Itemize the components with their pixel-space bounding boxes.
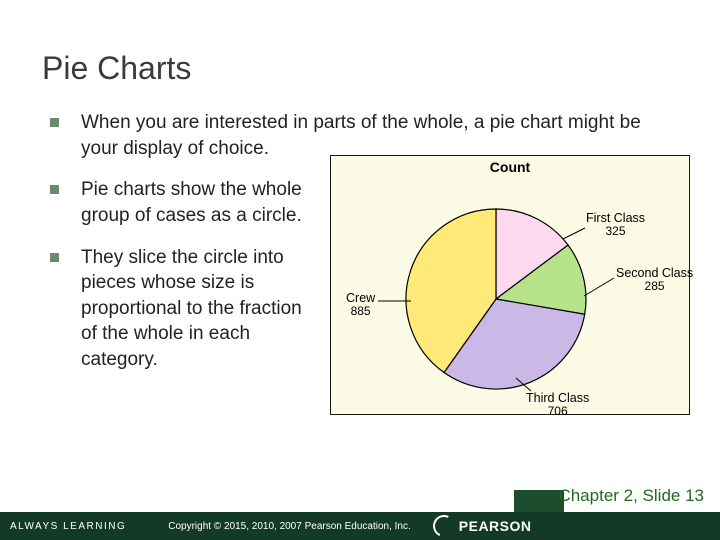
leader-line	[584, 278, 614, 296]
slice-label: Crew885	[346, 291, 375, 319]
slice-label: Third Class706	[526, 391, 589, 419]
bullet-text: When you are interested in parts of the …	[81, 110, 670, 161]
slide: Pie Charts When you are interested in pa…	[0, 0, 720, 540]
pearson-brand: PEARSON	[433, 515, 532, 537]
copyright-label: Copyright © 2015, 2010, 2007 Pearson Edu…	[168, 521, 411, 532]
pearson-name: PEARSON	[459, 518, 532, 534]
decorative-greenbox	[514, 490, 564, 512]
list-item: When you are interested in parts of the …	[50, 110, 670, 161]
pie-chart-inner: Count First Class325Second Class285Third…	[331, 156, 689, 414]
always-learning-label: ALWAYS LEARNING	[10, 521, 126, 532]
leader-line	[563, 228, 585, 239]
bullet-icon	[50, 253, 59, 262]
chapter-slide-label: Chapter 2, Slide 13	[558, 486, 704, 506]
bullet-text: They slice the circle into pieces whose …	[81, 245, 316, 373]
bullet-text: Pie charts show the whole group of cases…	[81, 177, 331, 228]
bullet-icon	[50, 185, 59, 194]
slice-label: Second Class285	[616, 266, 693, 294]
footer-bar: ALWAYS LEARNING Copyright © 2015, 2010, …	[0, 512, 720, 540]
pearson-arc-icon	[430, 512, 458, 540]
slice-label: First Class325	[586, 211, 645, 239]
pie-chart-figure: Count First Class325Second Class285Third…	[330, 155, 690, 415]
slide-title: Pie Charts	[42, 50, 191, 87]
bullet-icon	[50, 118, 59, 127]
